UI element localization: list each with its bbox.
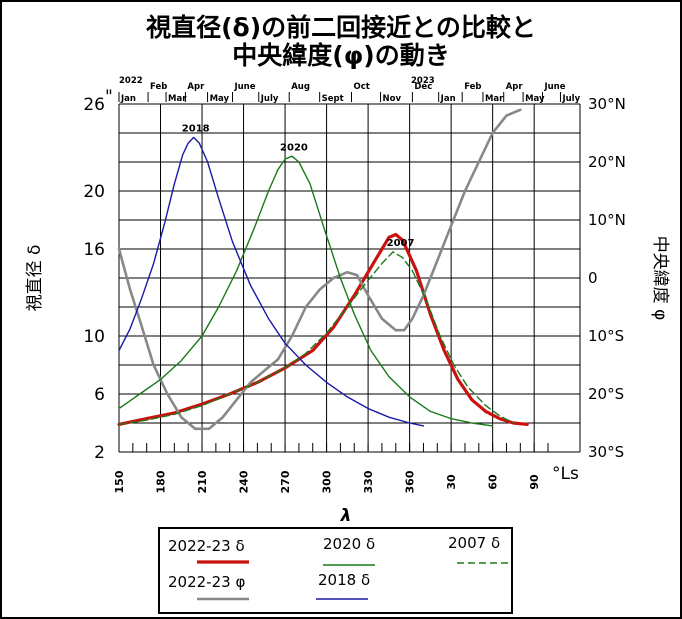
x-tick-label: 300 — [321, 470, 334, 493]
chart-title: 視直径(δ)の前二回接近との比較と — [146, 13, 536, 42]
month-label: Jan — [440, 94, 456, 104]
y-left-tick-label: 2 — [94, 443, 105, 463]
y-left-tick-label: 10 — [83, 327, 105, 347]
y-left-tick-label: 16 — [83, 240, 105, 260]
month-label: Dec — [414, 82, 432, 92]
chart-legend: 2022-23 δ 2022-23 φ 2020 δ 2018 δ 2007 δ — [158, 527, 513, 614]
y-right-tick-label: 30°N — [588, 95, 626, 113]
month-label: Aug — [291, 82, 310, 92]
month-label: Mar — [485, 94, 504, 104]
chart-subtitle: 中央緯度(φ)の動き — [232, 41, 450, 70]
chart-annotations: 2018 2020 2007 — [182, 123, 415, 249]
x-unit-label: °Ls — [552, 464, 579, 484]
y-right-axis-title: 中央緯度 φ — [650, 236, 670, 321]
x-tick-label: 210 — [196, 470, 209, 493]
legend-label: 2020 δ — [323, 535, 375, 553]
y-right-tick-label: 0 — [588, 269, 598, 287]
chart-grid — [118, 103, 581, 453]
y-left-unit: " — [105, 87, 113, 107]
x-tick-label: 360 — [404, 470, 417, 493]
series-line — [118, 136, 425, 427]
chart-series — [117, 108, 529, 431]
month-label: Feb — [464, 82, 481, 92]
x-tick-label: 90 — [528, 474, 541, 490]
legend-label: 2022-23 φ — [168, 573, 245, 591]
y-left-tick-label: 6 — [94, 385, 105, 405]
month-label: May — [525, 94, 545, 104]
year-label: 2022 — [119, 76, 143, 86]
month-label: May — [210, 94, 230, 104]
legend-label: 2007 δ — [448, 534, 500, 552]
month-label: Nov — [383, 94, 402, 104]
x-axis-title: λ — [340, 506, 352, 526]
y-right-tick-label: 20°N — [588, 153, 626, 171]
y-right-tick-label: 10°N — [588, 211, 626, 229]
x-tick-label: 60 — [487, 474, 500, 490]
month-label: Mar — [168, 94, 187, 104]
x-tick-label: 180 — [155, 470, 168, 493]
month-label: July — [260, 94, 279, 104]
series-line — [117, 232, 529, 426]
month-label: Jan — [120, 94, 136, 104]
y-right-tick-label: 20°S — [588, 385, 624, 403]
legend-label: 2022-23 δ — [168, 537, 245, 555]
y-right-tick-label: 30°S — [588, 443, 624, 461]
month-label: Sept — [322, 94, 344, 104]
month-label: Apr — [506, 82, 524, 92]
month-label: June — [233, 82, 255, 92]
series-line — [118, 155, 494, 427]
x-tick-label: 330 — [362, 470, 375, 493]
x-tick-label: 150 — [113, 470, 126, 493]
series-line — [117, 108, 522, 431]
y-right-tick-label: 10°S — [588, 327, 624, 345]
series-line — [118, 251, 515, 426]
year-label: 2023 — [411, 76, 435, 86]
x-tick-label: 240 — [238, 470, 251, 493]
series-annotation: 2020 — [280, 142, 308, 153]
y-left-tick-label: 20 — [83, 182, 105, 202]
y-left-axis-title: 視直径 δ — [25, 245, 45, 312]
month-label: Feb — [150, 82, 167, 92]
x-tick-label: 270 — [279, 470, 292, 493]
legend-label: 2018 δ — [318, 571, 370, 589]
month-label: July — [561, 94, 580, 104]
month-label: June — [543, 82, 565, 92]
x-tick-label: 30 — [445, 474, 458, 490]
y-left-tick-label: 26 — [83, 95, 105, 115]
month-label: Oct — [353, 82, 369, 92]
series-annotation: 2018 — [182, 123, 210, 134]
series-annotation: 2007 — [387, 238, 415, 249]
month-label: Apr — [187, 82, 205, 92]
